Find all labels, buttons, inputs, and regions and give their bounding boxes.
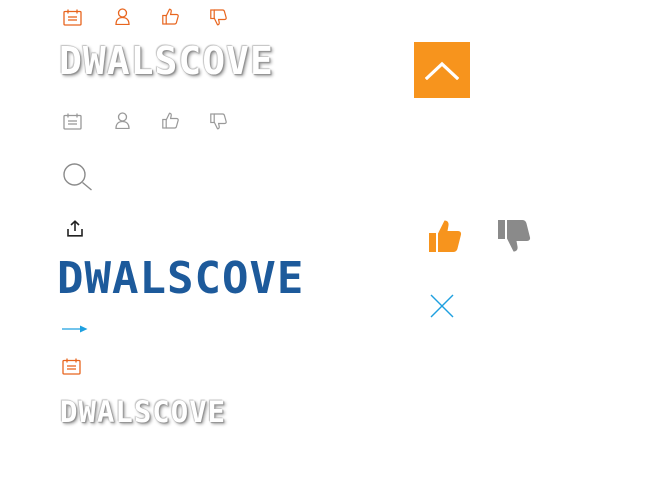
calendar-icon <box>62 358 81 375</box>
close-icon[interactable] <box>430 294 454 318</box>
search-icon[interactable] <box>63 163 93 191</box>
chevron-up-icon <box>425 60 459 80</box>
meta-row-orange <box>63 8 233 28</box>
thumbs-down-icon[interactable] <box>210 113 227 130</box>
arrow-right-icon[interactable] <box>62 324 88 334</box>
calendar-icon <box>63 113 82 130</box>
back-to-top-button[interactable] <box>414 42 470 98</box>
user-icon <box>115 112 130 129</box>
meta-row-gray <box>63 112 233 132</box>
logo-outline-large: DWALSCOVE <box>59 39 274 83</box>
calendar-icon <box>63 9 82 26</box>
thumbs-down-icon[interactable] <box>210 9 227 26</box>
thumbs-up-icon[interactable] <box>162 8 179 25</box>
logo-blue: DWALSCOVE <box>57 253 305 304</box>
share-icon[interactable] <box>67 220 83 237</box>
thumbs-up-icon[interactable] <box>162 112 179 129</box>
thumbs-up-icon[interactable] <box>428 219 462 253</box>
logo-outline-small: DWALSCOVE <box>60 395 227 429</box>
thumbs-down-icon[interactable] <box>497 219 531 253</box>
user-icon <box>115 8 130 25</box>
